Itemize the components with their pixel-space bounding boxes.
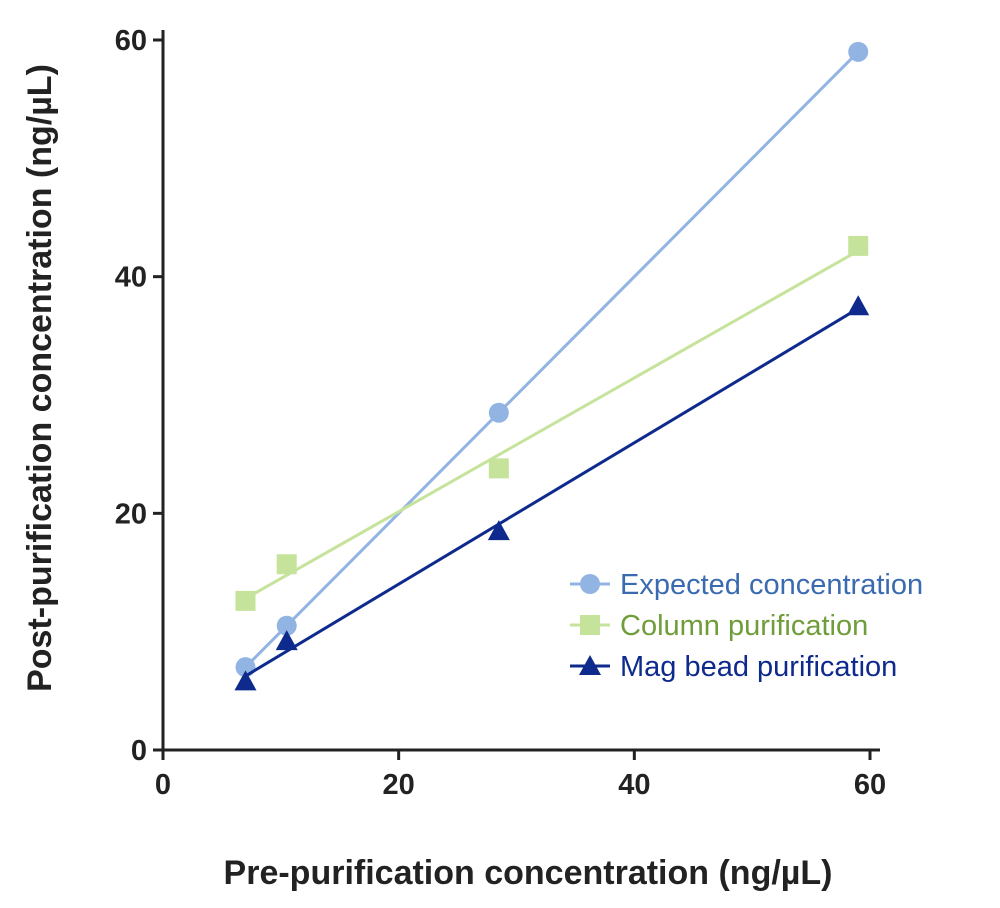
data-point-expected-concentration: [488, 402, 509, 423]
data-point-column-purification: [235, 590, 256, 611]
legend-label: Column purification: [620, 610, 868, 642]
data-point-mag-bead-purification: [487, 520, 510, 541]
series-line-expected-concentration: [244, 50, 860, 669]
axes: 0 20 40 60 0 20 40 60: [115, 25, 886, 801]
x-axis-title: Pre-purification concentration (ng/µL): [224, 854, 833, 892]
data-point-mag-bead-purification: [234, 670, 257, 691]
data-point-mag-bead-purification: [275, 630, 298, 651]
x-tick-label: 60: [854, 769, 886, 801]
y-tick-label: 0: [131, 735, 147, 767]
x-tick-label: 0: [155, 769, 171, 801]
data-point-column-purification: [488, 458, 509, 479]
legend: Expected concentration Column purificatio…: [570, 569, 923, 683]
series-column-purification: [235, 235, 869, 611]
legend-item-expected-concentration: Expected concentration: [570, 569, 923, 601]
data-point-mag-bead-purification: [847, 295, 870, 316]
legend-label: Expected concentration: [620, 569, 923, 601]
legend-item-column-purification: Column purification: [570, 610, 868, 642]
data-point-column-purification: [276, 554, 297, 575]
y-tick-label: 20: [115, 498, 147, 530]
legend-marker-circle: [580, 574, 600, 594]
plot-area: [234, 41, 870, 691]
series-expected-concentration: [235, 41, 869, 678]
legend-marker-triangle: [579, 655, 601, 675]
series-mag-bead-purification: [234, 295, 870, 691]
legend-label: Mag bead purification: [620, 651, 897, 683]
data-point-expected-concentration: [276, 615, 297, 636]
legend-item-mag-bead-purification: Mag bead purification: [570, 651, 897, 683]
series-line-mag-bead-purification: [244, 307, 859, 678]
data-point-column-purification: [848, 235, 869, 256]
legend-marker-square: [580, 615, 600, 635]
x-tick-label: 40: [618, 769, 650, 801]
x-tick-label: 20: [383, 769, 415, 801]
y-tick-label: 60: [115, 25, 147, 57]
y-axis-title: Post-purification concentration (ng/µL): [21, 64, 59, 692]
data-point-expected-concentration: [848, 41, 869, 62]
y-tick-label: 40: [115, 262, 147, 294]
series-line-column-purification: [244, 249, 859, 600]
